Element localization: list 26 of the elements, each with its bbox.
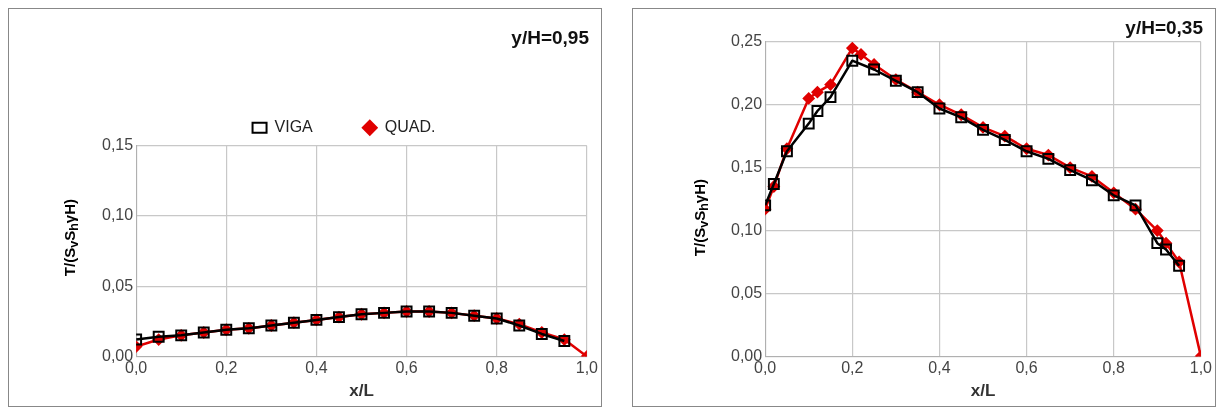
- x-axis-title: x/L: [970, 381, 996, 401]
- x-tick-label: 0,8: [1102, 359, 1125, 377]
- y-tick-label: 0,25: [731, 32, 763, 50]
- x-tick-label: 1,0: [575, 359, 599, 377]
- y-tick-label: 0,05: [102, 276, 134, 294]
- y-tick-label: 0,15: [102, 136, 134, 154]
- x-tick-label: 0,6: [1015, 359, 1038, 377]
- legend-label: QUAD.: [384, 118, 436, 136]
- x-tick-label: 0,2: [215, 359, 238, 377]
- y-tick-label: 0,00: [102, 346, 134, 364]
- y-tick-label: 0,15: [731, 158, 763, 176]
- y-tick-label: 0,00: [731, 346, 763, 364]
- chart-title: y/H=0,95: [511, 26, 590, 48]
- legend-label: VIGA: [274, 118, 314, 136]
- y-tick-label: 0,10: [102, 206, 134, 224]
- x-tick-label: 0,6: [395, 359, 418, 377]
- x-tick-label: 0,4: [928, 359, 951, 377]
- x-tick-label: 0,8: [485, 359, 508, 377]
- x-tick-label: 1,0: [1189, 359, 1213, 377]
- y-tick-label: 0,10: [731, 220, 763, 238]
- y-tick-label: 0,20: [731, 95, 763, 113]
- x-tick-label: 0,4: [305, 359, 328, 377]
- y-tick-label: 0,05: [731, 283, 763, 301]
- x-axis-title: x/L: [349, 381, 374, 401]
- x-tick-label: 0,2: [841, 359, 864, 377]
- chart-title: y/H=0,35: [1125, 16, 1204, 38]
